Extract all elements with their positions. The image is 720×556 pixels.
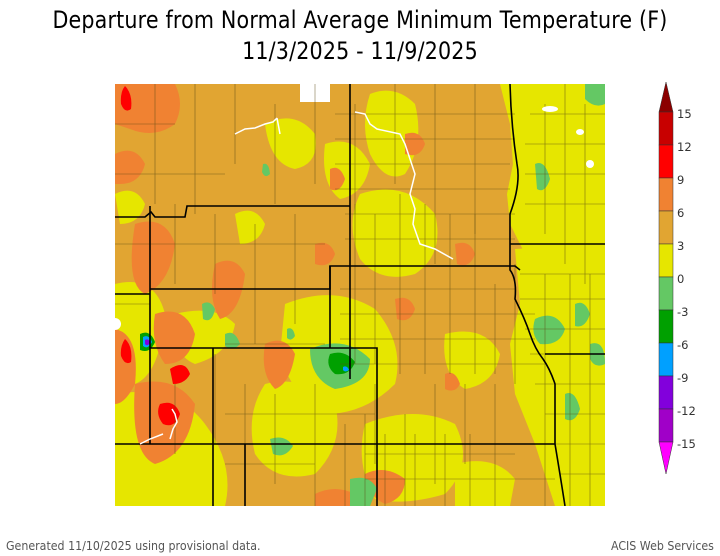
map-title: Departure from Normal Average Minimum Te… (52, 6, 668, 34)
legend-arrow-top (658, 81, 674, 113)
legend-tick: -3 (677, 305, 688, 319)
color-legend: 15 12 9 6 3 0 -3 -6 -9 -12 -15 (658, 81, 696, 475)
legend-tick: -6 (677, 338, 688, 352)
generated-note: Generated 11/10/2025 using provisional d… (6, 539, 261, 553)
source-credit: ACIS Web Services (611, 539, 714, 553)
state-boundaries (115, 84, 605, 506)
zone-neg12-to-neg9 (145, 339, 150, 346)
county-boundaries (115, 84, 605, 506)
temperature-departure-map (115, 84, 605, 506)
zone-9-to-12 (120, 86, 190, 426)
legend-tick: 3 (677, 239, 684, 253)
legend-tick: 9 (677, 173, 684, 187)
legend-tick: -15 (677, 437, 696, 451)
date-range: 11/3/2025 - 11/9/2025 (242, 37, 478, 65)
legend-tick: -12 (677, 404, 696, 418)
legend-tick: 15 (677, 107, 692, 121)
legend-arrow-bottom (658, 441, 674, 475)
legend-tick: 0 (677, 272, 684, 286)
legend-tick: -9 (677, 371, 688, 385)
legend-tick: 6 (677, 206, 684, 220)
lake-patches (115, 106, 594, 330)
legend-tick: 12 (677, 140, 692, 154)
rivers-and-lakes (139, 111, 454, 445)
